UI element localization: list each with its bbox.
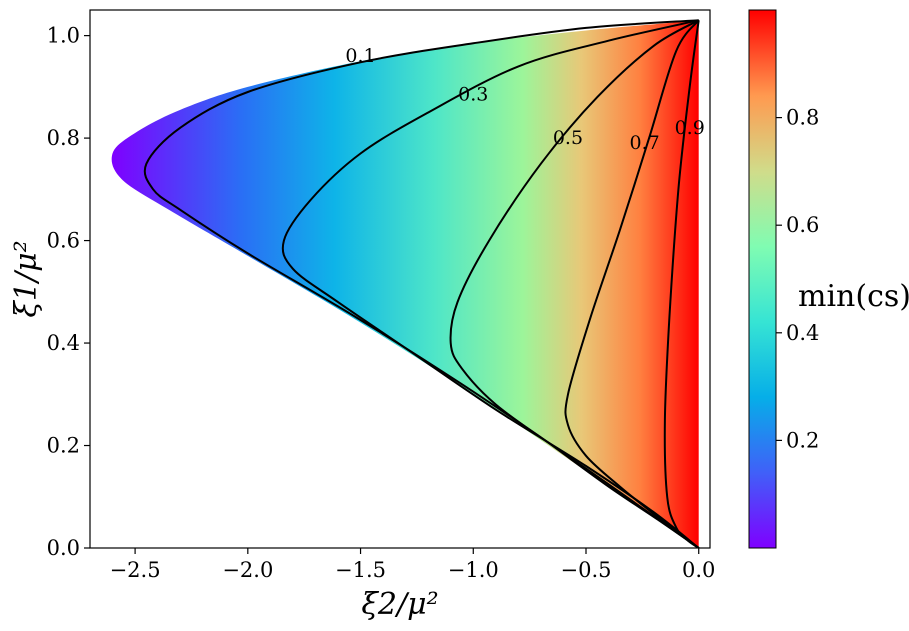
- colorbar-tick-label: 0.4: [786, 321, 819, 345]
- colorbar-tick-label: 0.6: [786, 213, 819, 237]
- contour-line: [449, 19, 700, 548]
- contour-label: 0.3: [458, 84, 488, 106]
- contour-label: 0.5: [553, 127, 583, 149]
- x-tick-label: 0.0: [682, 558, 715, 582]
- y-tick-label: 1.0: [47, 24, 80, 48]
- y-axis-label: ξ1/μ²: [9, 240, 44, 317]
- x-axis: −2.5 −2.0 −1.5 −1.0 −0.5 0.0: [110, 548, 715, 582]
- colorbar-label: min(cs): [798, 279, 909, 314]
- contour-lines: 0.1 0.3 0.5 0.7 0.9: [143, 19, 705, 548]
- x-tick-label: −1.0: [448, 558, 499, 582]
- x-tick-label: −1.5: [335, 558, 386, 582]
- contour-line: [143, 19, 700, 548]
- contour-label: 0.1: [345, 45, 375, 67]
- contour-line: [281, 19, 700, 548]
- colorbar-ticks: 0.2 0.4 0.6 0.8: [776, 106, 819, 452]
- colorbar-tick-label: 0.2: [786, 428, 819, 452]
- contour-line: [663, 20, 700, 548]
- colorbar: [748, 9, 777, 549]
- x-tick-label: −2.0: [222, 558, 273, 582]
- contour-label: 0.7: [630, 132, 660, 154]
- x-tick-label: −2.5: [110, 558, 161, 582]
- colored-region: [111, 20, 699, 548]
- y-tick-label: 0.2: [47, 434, 80, 458]
- contour-line: [564, 19, 700, 548]
- x-axis-label: ξ2/μ²: [361, 587, 438, 622]
- y-tick-label: 0.0: [47, 536, 80, 560]
- y-axis: 0.0 0.2 0.4 0.6 0.8 1.0: [47, 24, 90, 560]
- y-tick-label: 0.4: [47, 331, 80, 355]
- y-tick-label: 0.6: [47, 229, 80, 253]
- colorbar-tick-label: 0.8: [786, 106, 819, 130]
- contour-label: 0.9: [675, 117, 705, 139]
- x-tick-label: −0.5: [561, 558, 612, 582]
- plot-area: 0.1 0.3 0.5 0.7 0.9: [111, 19, 705, 548]
- plot-frame: [89, 9, 711, 549]
- y-tick-label: 0.8: [47, 126, 80, 150]
